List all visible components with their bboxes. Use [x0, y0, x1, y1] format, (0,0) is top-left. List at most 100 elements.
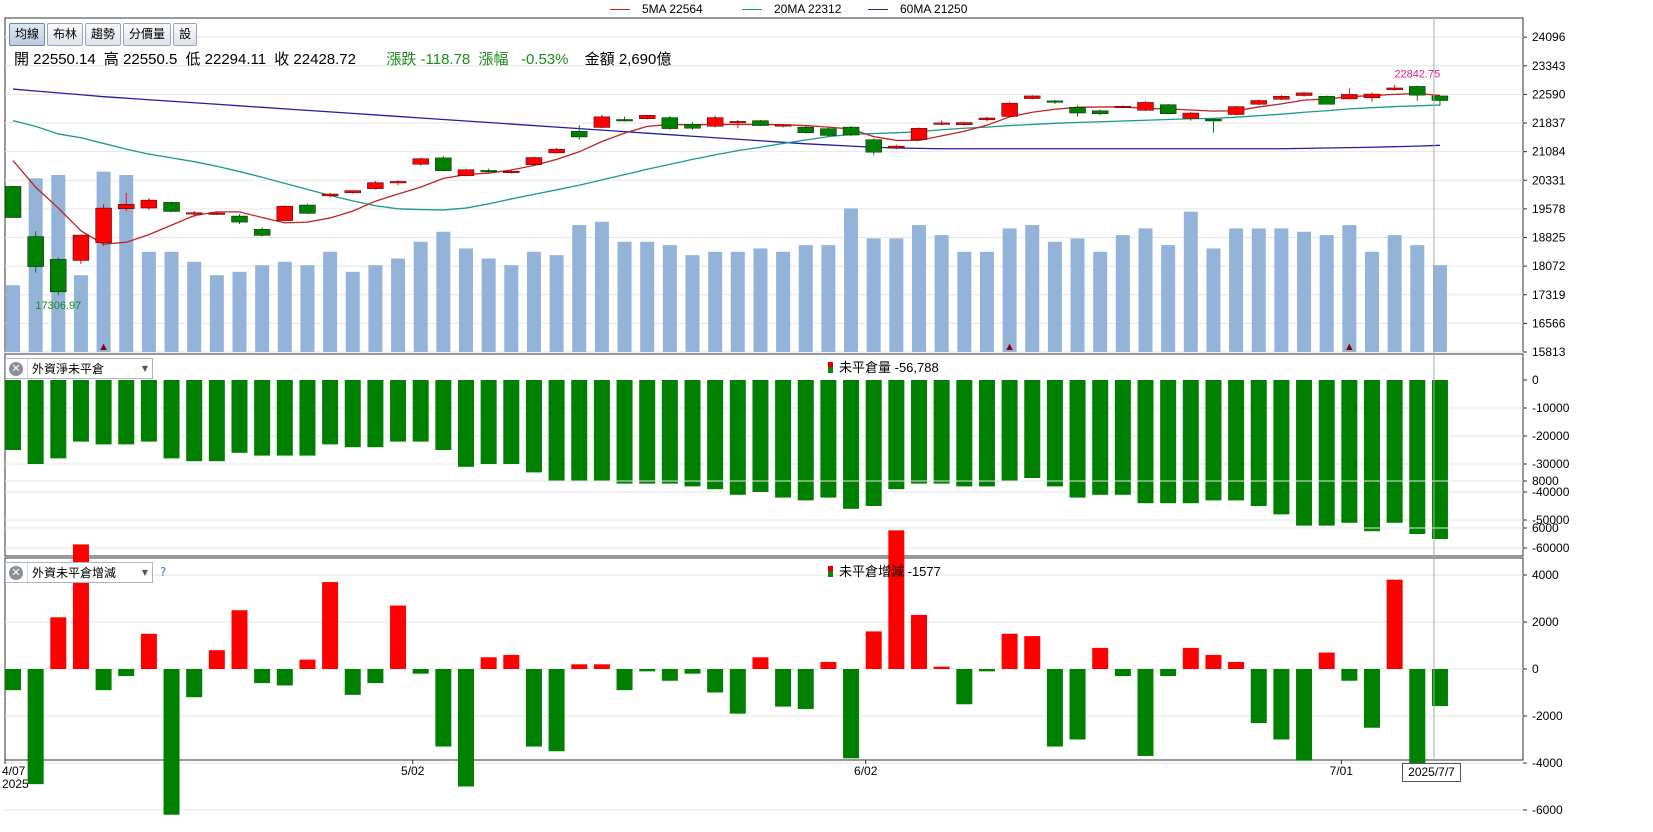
volume-bar	[1410, 245, 1425, 352]
oi-bar	[797, 380, 814, 501]
high-value: 高 22550.5	[103, 51, 178, 68]
volume-bar	[730, 251, 745, 352]
oi-change-bar	[661, 669, 678, 681]
y-tick-label: -6000	[1532, 803, 1563, 817]
volume-bar	[255, 265, 270, 352]
ma5-line	[12, 92, 1440, 245]
oi-change-bar	[1024, 636, 1041, 669]
settings-button[interactable]: 設	[173, 23, 198, 46]
candle-body	[480, 170, 497, 173]
oi-change-bar	[163, 669, 180, 815]
open-value: 開 22550.14	[14, 51, 96, 68]
candle-body	[797, 126, 814, 133]
oi-change-bar	[593, 664, 610, 669]
oi-bar	[367, 380, 384, 448]
oi-bar	[1273, 380, 1290, 515]
oi-bar	[1114, 380, 1131, 495]
oi-change-bar	[231, 610, 248, 669]
help-icon[interactable]: ?	[160, 565, 167, 579]
oi-change-bar	[367, 669, 384, 684]
oi-change-bar	[865, 631, 882, 669]
oi-change-bar	[1069, 669, 1086, 740]
oi-change-indicator-selector[interactable]: ✕ 外資未平倉增減 ▼	[5, 562, 153, 583]
panel-border-1	[4, 353, 1524, 557]
close-icon[interactable]: ✕	[9, 565, 23, 580]
candle-body	[457, 169, 475, 176]
volume-bar	[73, 275, 88, 352]
candle-body	[1318, 96, 1335, 105]
oi-bar	[1318, 380, 1335, 526]
volume-bar	[844, 208, 859, 352]
oi-bar	[5, 380, 21, 450]
close-icon[interactable]: ✕	[9, 361, 23, 376]
candle-body	[593, 116, 611, 128]
candle-body	[1363, 93, 1381, 99]
oi-change-bar	[480, 657, 497, 669]
candle-body	[865, 139, 882, 153]
candle-body	[140, 199, 158, 209]
oi-change-bar	[843, 669, 860, 759]
oi-bar	[72, 380, 89, 442]
y-tick-label: 23343	[1532, 59, 1566, 73]
oi-change-bar	[50, 617, 67, 669]
oi-change-bar	[956, 669, 973, 705]
oi-change-bar	[118, 669, 135, 677]
amount-value: 金額 2,690億	[584, 51, 672, 68]
candle-body	[367, 182, 384, 189]
oi-bar	[1024, 380, 1041, 478]
oi-bar	[208, 380, 225, 462]
oi-change-bar	[299, 659, 316, 669]
volume-bar	[572, 225, 587, 352]
y-tick-label: 2000	[1532, 615, 1559, 629]
oi-change-bar	[1296, 669, 1313, 761]
oi-change-bar	[412, 669, 429, 674]
candle-body	[185, 212, 203, 215]
volume-bar	[594, 221, 609, 352]
volume-bar	[912, 225, 926, 352]
y-tick-label: 21084	[1532, 145, 1566, 159]
oi-bar	[50, 380, 67, 459]
oi-change-bar	[276, 669, 293, 686]
oi-change-bar	[978, 669, 995, 672]
volume-profile-button[interactable]: 分價量	[123, 23, 172, 46]
legend-swatch-icon	[828, 362, 833, 373]
oi-bar	[1137, 380, 1154, 504]
volume-bar	[662, 245, 677, 352]
volume-bar	[640, 241, 655, 352]
oi-bar	[525, 380, 542, 473]
oi-bar	[593, 380, 610, 481]
candle-body	[50, 259, 67, 293]
trend-button[interactable]: 趨勢	[85, 23, 122, 46]
legend-swatch-icon	[828, 566, 833, 577]
oi-bar	[254, 380, 271, 456]
oi-change-bar	[1228, 661, 1245, 669]
oi-change-bar	[1092, 647, 1109, 669]
ma-button[interactable]: 均線	[9, 23, 46, 46]
oi-indicator-selector[interactable]: ✕ 外資淨未平倉 ▼	[5, 358, 153, 379]
volume-bar	[436, 231, 451, 352]
candle-body	[231, 215, 248, 223]
oi-bar	[503, 380, 520, 464]
candle-body	[1069, 107, 1086, 114]
candle-body	[344, 190, 361, 194]
oi-change-bar	[775, 669, 792, 707]
y-tick-label: -50000	[1532, 513, 1570, 527]
oi-change-bar	[5, 669, 21, 691]
panel-border-2	[4, 557, 1524, 761]
signal-marker: ▲	[1344, 341, 1355, 353]
y-tick-label: 18072	[1532, 259, 1566, 273]
volume-bar	[1387, 235, 1402, 352]
volume-bar	[413, 241, 428, 352]
volume-bar	[459, 248, 473, 352]
volume-bar	[119, 174, 134, 352]
oi-bar	[707, 380, 724, 490]
oi-bar	[933, 380, 950, 484]
candle-body	[639, 115, 656, 119]
bollinger-button[interactable]: 布林	[47, 23, 84, 46]
oi-bar	[299, 380, 316, 456]
cursor-date-label: 2025/7/7	[1402, 763, 1461, 782]
oi-change-bar	[140, 633, 157, 669]
oi-change-bar	[820, 661, 837, 669]
oi-bar	[1431, 380, 1448, 540]
